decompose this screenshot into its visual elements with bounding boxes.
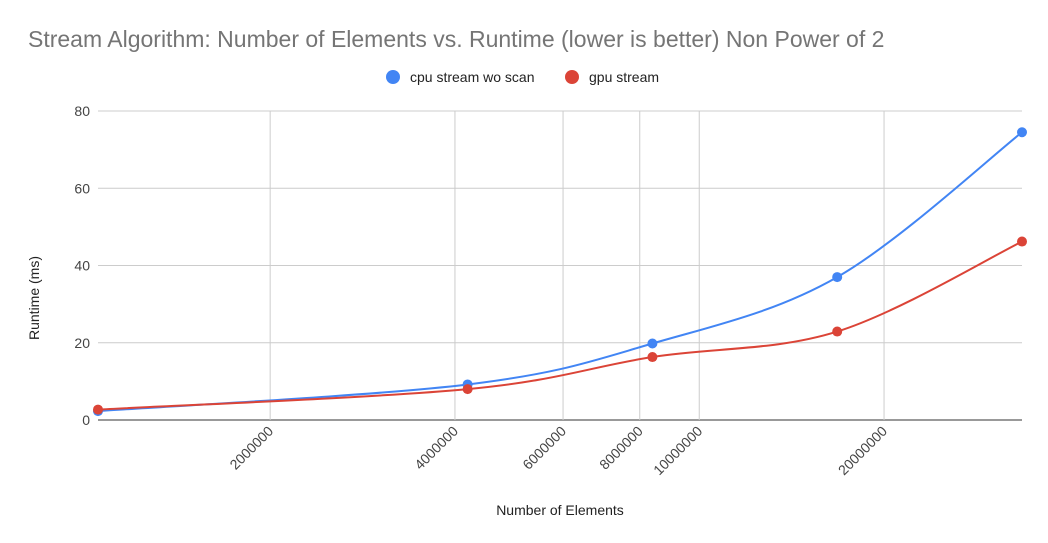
y-tick-label: 40 bbox=[74, 258, 90, 274]
legend-label-cpu: cpu stream wo scan bbox=[410, 69, 535, 85]
horizontal-gridlines bbox=[98, 110, 1022, 421]
data-point-series-1[interactable] bbox=[462, 384, 473, 395]
legend: cpu stream wo scan gpu stream bbox=[386, 69, 659, 85]
y-tick-label: 20 bbox=[74, 335, 90, 351]
y-axis-ticks: 0 20 40 60 80 bbox=[74, 103, 90, 428]
legend-item-cpu[interactable]: cpu stream wo scan bbox=[386, 69, 535, 85]
x-tick-label: 10000000 bbox=[650, 423, 706, 479]
series-line-0 bbox=[97, 131, 1023, 413]
legend-item-gpu[interactable]: gpu stream bbox=[565, 69, 659, 85]
data-point-series-1[interactable] bbox=[832, 326, 843, 337]
y-axis-label: Runtime (ms) bbox=[26, 256, 42, 340]
series-lines bbox=[97, 131, 1023, 413]
data-point-series-0[interactable] bbox=[832, 272, 843, 283]
x-tick-label: 20000000 bbox=[835, 423, 891, 479]
x-tick-label: 6000000 bbox=[519, 423, 569, 473]
series-line-1 bbox=[97, 240, 1023, 411]
data-point-series-1[interactable] bbox=[647, 352, 658, 363]
data-point-series-1[interactable] bbox=[1017, 236, 1027, 247]
x-axis-ticks: 2000000 4000000 6000000 8000000 10000000 2000… bbox=[226, 423, 890, 479]
legend-label-gpu: gpu stream bbox=[589, 69, 659, 85]
x-tick-label: 4000000 bbox=[411, 423, 461, 473]
series-points bbox=[93, 127, 1027, 417]
legend-marker-cpu bbox=[386, 70, 400, 84]
y-tick-label: 0 bbox=[82, 412, 90, 428]
data-point-series-0[interactable] bbox=[1017, 127, 1027, 138]
y-tick-label: 80 bbox=[74, 103, 90, 119]
x-axis-label: Number of Elements bbox=[496, 502, 624, 518]
chart-title: Stream Algorithm: Number of Elements vs.… bbox=[28, 26, 884, 52]
legend-marker-gpu bbox=[565, 70, 579, 84]
x-tick-label: 8000000 bbox=[596, 423, 646, 473]
data-point-series-1[interactable] bbox=[93, 404, 103, 415]
vertical-gridlines bbox=[269, 111, 885, 420]
y-tick-label: 60 bbox=[74, 180, 90, 196]
x-tick-label: 2000000 bbox=[226, 423, 276, 473]
data-point-series-0[interactable] bbox=[647, 338, 658, 349]
